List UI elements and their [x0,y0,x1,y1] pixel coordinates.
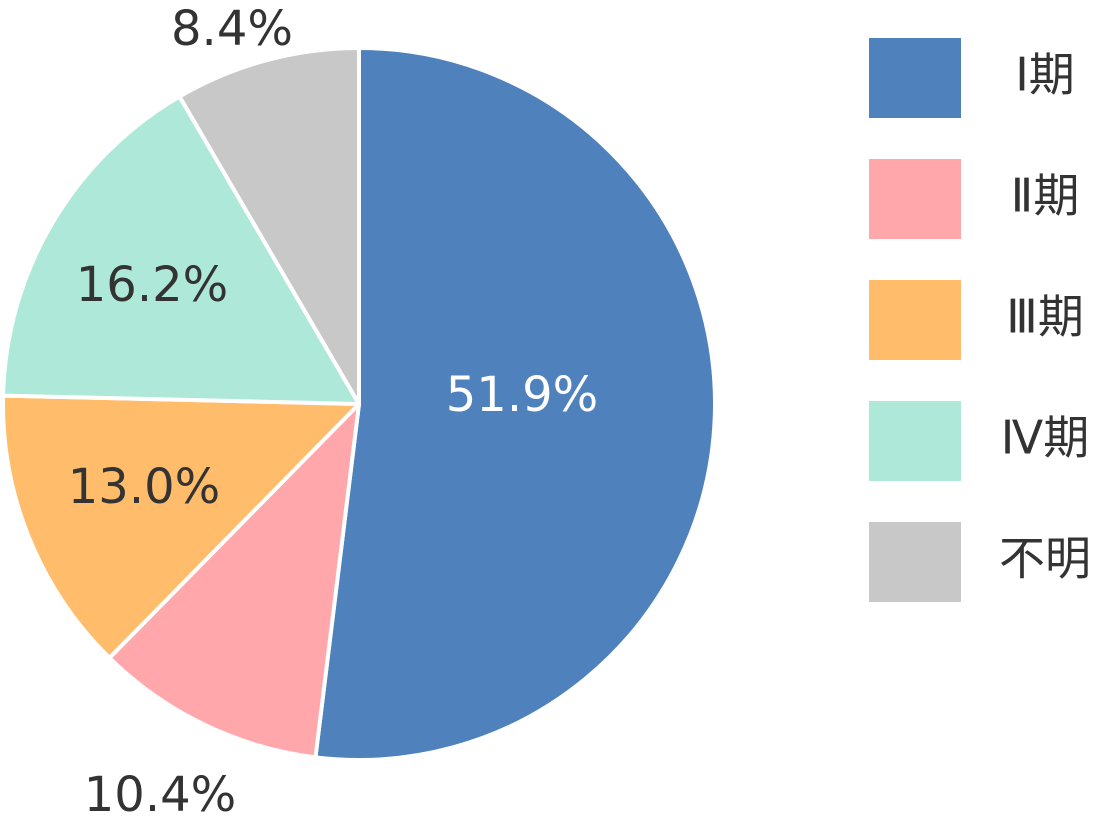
pie-data-label: 16.2% [76,257,228,313]
legend-label: Ⅲ期 [1006,290,1084,344]
legend-swatch [869,38,961,118]
pie-slices [1,46,717,762]
legend-swatch [869,401,961,481]
pie-slice [177,46,361,406]
legend-label: Ⅰ期 [1015,48,1075,102]
pie-slice [313,46,717,762]
pie-slice [1,94,361,406]
pie-data-label: 10.4% [84,767,236,823]
pie-slice [1,393,361,660]
pie-data-labels: 51.9% 10.4% 13.0% 16.2% 8.4% [68,1,598,823]
legend-label: Ⅳ期 [1001,411,1089,465]
legend-swatch [869,159,961,239]
pie-slice [107,402,361,760]
legend-label: Ⅱ期 [1011,169,1080,223]
legend-swatch [869,280,961,360]
pie-data-label: 8.4% [171,1,293,57]
pie-data-label: 51.9% [446,367,598,423]
legend-swatch [869,522,961,602]
pie-data-label: 13.0% [68,459,220,515]
legend-label: 不明 [999,532,1091,586]
